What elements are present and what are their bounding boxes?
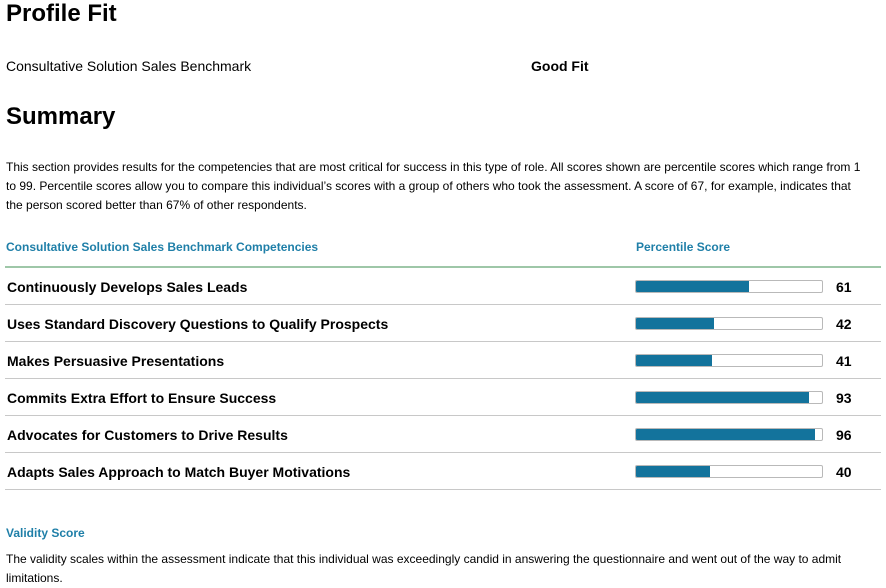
- percentile-bar: [635, 354, 823, 367]
- percentile-bar: [635, 391, 823, 404]
- percentile-bar-fill: [636, 281, 750, 292]
- percentile-score: 40: [836, 464, 852, 480]
- percentile-bar-fill: [636, 392, 809, 403]
- validity-heading: Validity Score: [6, 526, 85, 540]
- header-divider: [5, 266, 881, 268]
- competency-label: Adapts Sales Approach to Match Buyer Mot…: [7, 464, 351, 480]
- competency-label: Commits Extra Effort to Ensure Success: [7, 390, 277, 406]
- competency-row: Continuously Develops Sales Leads 61: [5, 268, 881, 305]
- competency-row: Commits Extra Effort to Ensure Success 93: [5, 379, 881, 416]
- percentile-score: 42: [836, 316, 852, 332]
- competency-label: Advocates for Customers to Drive Results: [7, 427, 288, 443]
- competency-row: Makes Persuasive Presentations 41: [5, 342, 881, 379]
- percentile-score: 61: [836, 279, 852, 295]
- percentile-bar: [635, 280, 823, 293]
- validity-text: The validity scales within the assessmen…: [6, 552, 842, 585]
- competency-label: Makes Persuasive Presentations: [7, 353, 225, 369]
- percentile-column-header: Percentile Score: [636, 240, 731, 254]
- competencies-column-header: Consultative Solution Sales Benchmark Co…: [6, 240, 319, 254]
- percentile-score: 93: [836, 390, 852, 406]
- competency-label: Continuously Develops Sales Leads: [7, 279, 248, 295]
- percentile-bar: [635, 465, 823, 478]
- percentile-score: 41: [836, 353, 852, 369]
- percentile-bar-fill: [636, 466, 711, 477]
- percentile-bar-fill: [636, 355, 713, 366]
- summary-intro: This section provides results for the co…: [6, 160, 861, 212]
- competency-table: Continuously Develops Sales Leads 61 Uses …: [5, 268, 881, 490]
- percentile-bar: [635, 317, 823, 330]
- percentile-score: 96: [836, 427, 852, 443]
- competency-row: Advocates for Customers to Drive Results…: [5, 416, 881, 453]
- competency-label: Uses Standard Discovery Questions to Qua…: [7, 316, 389, 332]
- competency-row: Adapts Sales Approach to Match Buyer Mot…: [5, 453, 881, 490]
- fit-result: Good Fit: [531, 58, 589, 74]
- profile-fit-heading: Profile Fit: [6, 0, 117, 27]
- percentile-bar-fill: [636, 429, 815, 440]
- competency-row: Uses Standard Discovery Questions to Qua…: [5, 305, 881, 342]
- percentile-bar-fill: [636, 318, 715, 329]
- benchmark-name: Consultative Solution Sales Benchmark: [6, 58, 252, 74]
- summary-heading: Summary: [6, 103, 116, 130]
- percentile-bar: [635, 428, 823, 441]
